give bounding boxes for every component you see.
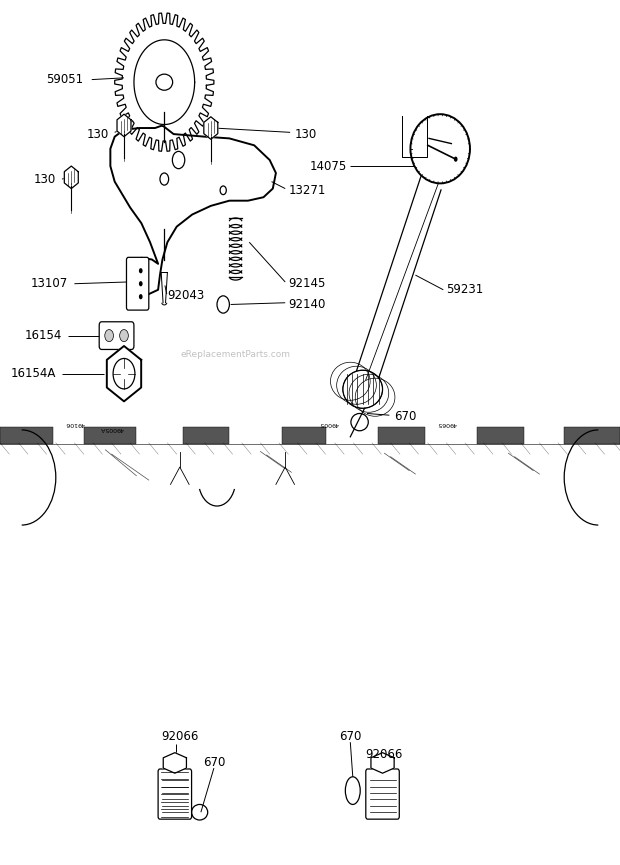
Circle shape	[220, 186, 226, 195]
Text: 92043: 92043	[167, 289, 205, 303]
Polygon shape	[115, 13, 214, 151]
Text: 49005A: 49005A	[100, 426, 123, 431]
Text: 49106: 49106	[64, 421, 84, 426]
Polygon shape	[204, 117, 218, 139]
Bar	[84, 427, 136, 444]
Text: 49005: 49005	[319, 421, 339, 426]
Text: 13107: 13107	[31, 277, 68, 291]
Polygon shape	[163, 753, 187, 773]
Polygon shape	[64, 166, 78, 189]
FancyBboxPatch shape	[158, 769, 192, 819]
Circle shape	[139, 268, 143, 273]
Circle shape	[139, 294, 143, 299]
Bar	[282, 427, 326, 444]
Bar	[183, 427, 229, 444]
Circle shape	[160, 173, 169, 185]
Circle shape	[139, 281, 143, 286]
Text: 92066: 92066	[366, 747, 403, 761]
Polygon shape	[107, 346, 141, 401]
Polygon shape	[110, 112, 276, 296]
Text: 16154A: 16154A	[11, 367, 56, 381]
Bar	[564, 427, 620, 444]
Ellipse shape	[156, 74, 172, 90]
Text: 92145: 92145	[288, 277, 326, 291]
Text: eReplacementParts.com: eReplacementParts.com	[180, 350, 291, 359]
Text: 59051: 59051	[46, 73, 84, 87]
Circle shape	[120, 330, 128, 342]
Text: 130: 130	[86, 127, 108, 141]
Text: 92140: 92140	[288, 298, 326, 311]
Text: 130: 130	[33, 172, 56, 186]
Text: 92066: 92066	[161, 730, 198, 744]
Text: 670: 670	[394, 410, 416, 424]
Polygon shape	[117, 114, 131, 137]
Ellipse shape	[343, 370, 383, 408]
Text: 49065: 49065	[436, 421, 456, 426]
Polygon shape	[371, 753, 394, 773]
Circle shape	[105, 330, 113, 342]
Text: 16154: 16154	[25, 329, 62, 343]
Text: 670: 670	[203, 756, 225, 770]
FancyBboxPatch shape	[366, 769, 399, 819]
Circle shape	[172, 151, 185, 169]
Polygon shape	[134, 40, 195, 125]
Text: 14075: 14075	[310, 159, 347, 173]
Circle shape	[454, 157, 458, 162]
Bar	[378, 427, 425, 444]
Text: 13271: 13271	[288, 183, 326, 197]
Bar	[0, 427, 53, 444]
Ellipse shape	[410, 114, 470, 183]
Text: 130: 130	[294, 127, 317, 141]
Text: 670: 670	[339, 730, 361, 744]
FancyBboxPatch shape	[126, 257, 149, 310]
Text: 59231: 59231	[446, 283, 484, 297]
FancyBboxPatch shape	[99, 322, 134, 349]
Bar	[477, 427, 524, 444]
